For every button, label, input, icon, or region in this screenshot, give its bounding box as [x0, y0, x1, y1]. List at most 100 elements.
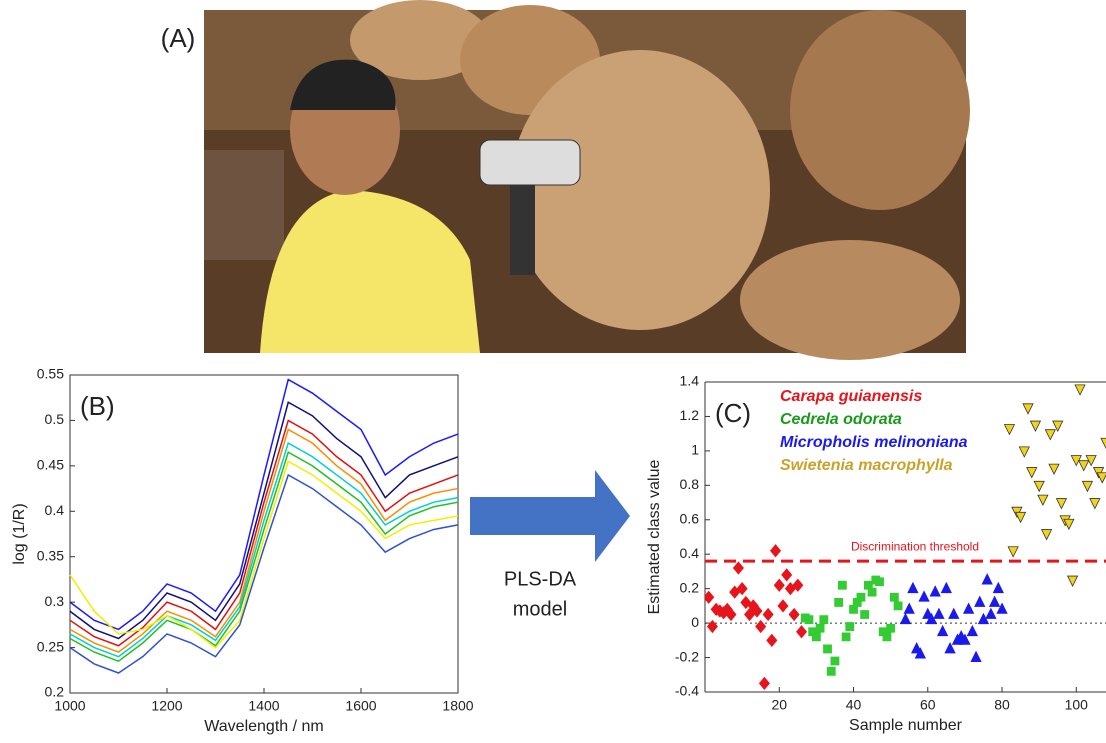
- point: [988, 595, 1001, 607]
- point: [796, 625, 808, 639]
- point: [944, 642, 956, 654]
- panel-label: (C): [715, 398, 751, 428]
- photo-hair: [290, 59, 396, 110]
- point: [933, 607, 945, 619]
- photo-log: [204, 150, 284, 260]
- point: [893, 601, 903, 611]
- point: [755, 619, 767, 634]
- point: [788, 607, 800, 622]
- x-axis-label: Sample number: [849, 717, 963, 734]
- y-tick-label: 0.4: [45, 502, 65, 518]
- photo-device: [479, 139, 581, 186]
- point: [740, 595, 752, 610]
- y-tick-label: -0.4: [675, 683, 699, 699]
- point: [706, 619, 718, 634]
- legend-entry: Swietenia macrophylla: [780, 457, 953, 474]
- point: [823, 644, 832, 654]
- point: [1078, 460, 1090, 472]
- y-tick-label: 0.25: [37, 638, 64, 654]
- photo-device-grip: [510, 185, 535, 275]
- y-tick-label: -0.2: [675, 648, 699, 664]
- point: [948, 607, 960, 619]
- x-axis-label: Wavelength / nm: [204, 718, 323, 735]
- x-tick-label: 40: [846, 697, 862, 713]
- legend-entry: Carapa guianensis: [780, 388, 922, 405]
- point: [907, 581, 919, 594]
- point: [966, 624, 978, 637]
- point: [867, 587, 877, 597]
- point: [914, 647, 926, 659]
- point: [1014, 511, 1027, 524]
- point: [781, 568, 793, 582]
- point: [962, 602, 975, 614]
- point: [819, 615, 829, 625]
- y-tick-label: 0.55: [37, 366, 64, 382]
- point: [1048, 463, 1060, 476]
- point: [815, 623, 825, 633]
- photo-log: [510, 50, 770, 330]
- photo-log: [740, 240, 960, 360]
- y-tick-label: 1.2: [680, 407, 700, 423]
- scatter-points: [705, 384, 1106, 691]
- point: [899, 612, 912, 625]
- y-tick-label: 0.3: [45, 593, 65, 609]
- point: [903, 602, 915, 614]
- point: [804, 615, 814, 625]
- point: [770, 544, 782, 558]
- arrow-label: model: [513, 598, 567, 620]
- spectrum-line: [69, 473, 459, 674]
- x-tick-label: 80: [994, 697, 1010, 713]
- arrow-label: PLS-DA: [504, 568, 577, 590]
- point: [1044, 429, 1056, 441]
- point: [1040, 529, 1053, 541]
- point: [918, 590, 930, 602]
- y-tick-label: 1.4: [680, 373, 700, 389]
- point: [856, 592, 866, 602]
- point: [970, 650, 982, 662]
- point: [736, 582, 748, 596]
- point: [1096, 472, 1106, 484]
- point: [834, 598, 844, 607]
- point: [929, 585, 941, 597]
- legend-entry: Micropholis melinoniana: [780, 434, 968, 451]
- x-tick-label: 20: [771, 697, 787, 713]
- spectrum-line: [69, 378, 459, 631]
- y-tick-label: 0.2: [45, 684, 65, 700]
- point: [940, 581, 952, 594]
- point: [959, 633, 971, 645]
- point: [837, 580, 847, 590]
- point: [1007, 546, 1019, 558]
- point: [1037, 494, 1049, 507]
- arrow: PLS-DA model: [470, 470, 630, 620]
- point: [732, 561, 744, 575]
- point: [751, 604, 763, 618]
- y-tick-label: 0.35: [37, 547, 64, 563]
- point: [974, 595, 986, 607]
- arrow-shape: [470, 470, 630, 562]
- photo-log: [350, 0, 490, 80]
- photo: (A): [161, 0, 970, 360]
- point: [886, 623, 896, 633]
- x-tick-label: 1200: [151, 698, 182, 714]
- point: [1074, 384, 1086, 396]
- x-tick-label: 1400: [248, 698, 279, 714]
- spectrum-line: [69, 401, 459, 640]
- spectrum-line: [69, 442, 459, 658]
- point: [1029, 420, 1042, 432]
- point: [1055, 498, 1068, 510]
- point: [992, 581, 1004, 594]
- point: [889, 592, 899, 602]
- photo-shirt: [260, 190, 480, 353]
- point: [875, 577, 884, 587]
- point: [1100, 437, 1106, 450]
- point: [830, 656, 840, 666]
- point: [860, 610, 870, 619]
- panel-label: (A): [161, 23, 196, 53]
- panel-label: (B): [80, 391, 115, 421]
- legend-entry: Cedrela odorata: [780, 411, 902, 428]
- spectrum-line: [69, 428, 459, 653]
- spectrum-line: [69, 460, 459, 649]
- point: [981, 573, 993, 585]
- y-tick-label: 0.6: [680, 510, 700, 526]
